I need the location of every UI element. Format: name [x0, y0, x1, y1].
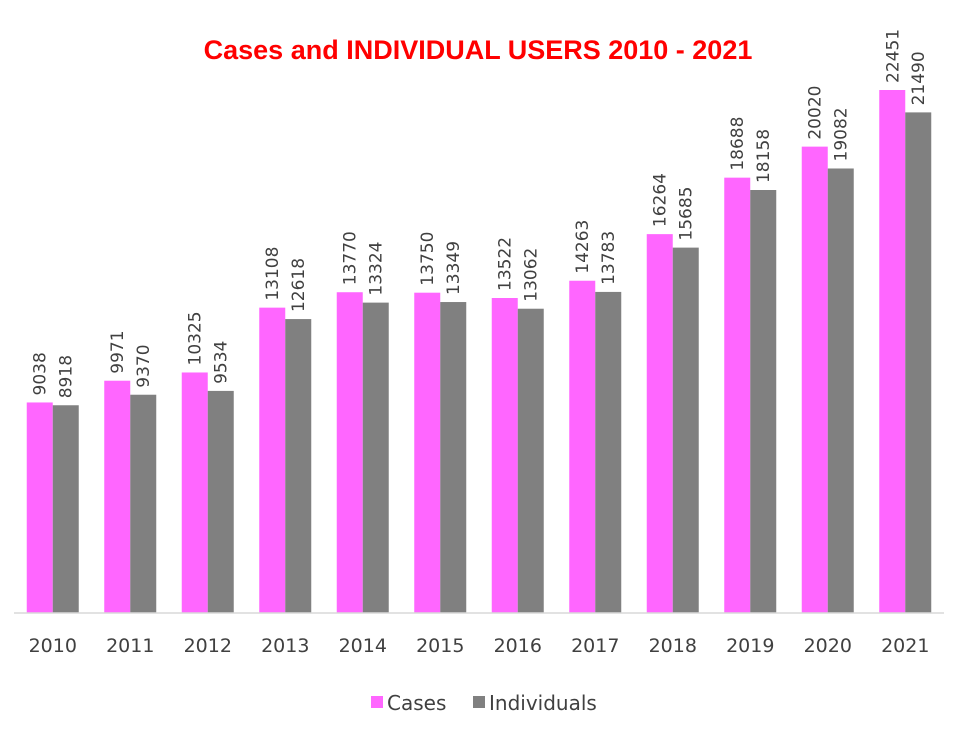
x-tick-label-2016: 2016 [494, 635, 542, 657]
data-label-cases-2015: 13750 [418, 232, 438, 286]
data-label-individuals-2016: 13062 [522, 248, 542, 302]
x-tick-label-2018: 2018 [649, 635, 697, 657]
data-label-cases-2010: 9038 [31, 352, 51, 395]
bar-individuals-2013 [285, 319, 312, 613]
data-label-cases-2012: 10325 [186, 311, 206, 365]
bar-cases-2012 [181, 372, 208, 613]
bar-individuals-2010 [52, 405, 79, 613]
data-label-individuals-2014: 13324 [367, 242, 387, 296]
bar-individuals-2014 [362, 302, 389, 613]
x-tick-label-2011: 2011 [106, 635, 154, 657]
x-tick-label-2014: 2014 [339, 635, 387, 657]
bar-cases-2013 [259, 307, 286, 613]
data-label-individuals-2019: 18158 [754, 129, 774, 183]
bar-individuals-2012 [207, 390, 234, 613]
legend-swatch-cases [371, 696, 383, 708]
data-label-individuals-2011: 9370 [134, 344, 154, 387]
x-tick-label-2021: 2021 [881, 635, 929, 657]
data-label-cases-2016: 13522 [496, 237, 516, 291]
data-label-individuals-2018: 15685 [677, 187, 697, 241]
data-label-cases-2013: 13108 [263, 247, 283, 301]
chart-title: Cases and INDIVIDUAL USERS 2010 - 2021 [204, 35, 753, 65]
data-label-individuals-2020: 19082 [832, 107, 852, 161]
bar-individuals-2017 [595, 291, 622, 613]
data-labels: 9038 8918 9971 9370 10325 9534 13108 12618 13770… [31, 29, 930, 398]
bar-individuals-2020 [827, 168, 854, 613]
bar-cases-2020 [801, 146, 828, 614]
x-tick-label-2017: 2017 [571, 635, 619, 657]
legend: Cases Individuals [371, 691, 597, 715]
data-label-cases-2018: 16264 [651, 173, 671, 227]
x-tick-label-2013: 2013 [261, 635, 309, 657]
bar-individuals-2019 [750, 190, 777, 613]
data-label-cases-2020: 20020 [806, 86, 826, 140]
data-label-individuals-2017: 13783 [599, 231, 619, 285]
x-tick-label-2012: 2012 [184, 635, 232, 657]
x-axis-ticks: 2010 2011 2012 2013 2014 2015 2016 2017 2018 2019… [29, 635, 930, 657]
bar-cases-2017 [569, 280, 596, 613]
bar-cases-2010 [26, 402, 53, 613]
x-tick-label-2020: 2020 [804, 635, 852, 657]
bar-individuals-2021 [905, 112, 932, 614]
data-label-individuals-2015: 13349 [444, 241, 464, 295]
bar-cases-2011 [104, 380, 131, 613]
bar-cases-2016 [491, 298, 518, 613]
bar-individuals-2016 [517, 308, 544, 613]
x-tick-label-2010: 2010 [29, 635, 77, 657]
legend-label-individuals: Individuals [489, 691, 597, 715]
bar-cases-2014 [336, 292, 363, 613]
data-label-cases-2021: 22451 [883, 29, 903, 83]
legend-swatch-individuals [473, 696, 485, 708]
data-label-individuals-2013: 12618 [289, 258, 309, 312]
bar-individuals-2018 [672, 247, 699, 613]
bar-individuals-2011 [130, 394, 157, 613]
bar-cases-2021 [879, 90, 906, 613]
data-label-individuals-2012: 9534 [212, 341, 232, 384]
data-label-cases-2019: 18688 [728, 117, 748, 171]
bars [26, 90, 932, 614]
data-label-individuals-2010: 8918 [57, 355, 77, 398]
data-label-individuals-2021: 21490 [909, 51, 929, 105]
data-label-cases-2014: 13770 [341, 231, 361, 285]
bar-cases-2019 [724, 177, 751, 614]
data-label-cases-2011: 9971 [108, 330, 128, 373]
bar-individuals-2015 [440, 302, 467, 613]
legend-label-cases: Cases [387, 691, 446, 715]
x-tick-label-2015: 2015 [416, 635, 464, 657]
data-label-cases-2017: 14263 [573, 220, 593, 274]
x-tick-label-2019: 2019 [726, 635, 774, 657]
bar-cases-2018 [646, 234, 673, 613]
bar-cases-2015 [414, 292, 441, 613]
